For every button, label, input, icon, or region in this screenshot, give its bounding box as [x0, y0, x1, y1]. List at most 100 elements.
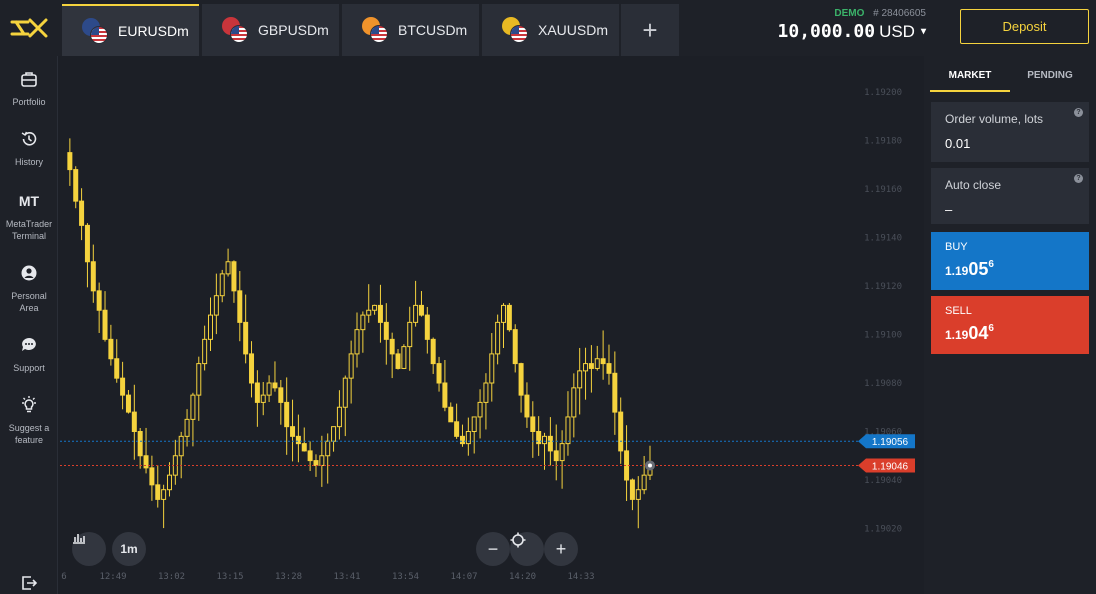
candle-body [143, 455, 149, 469]
briefcase-icon [18, 68, 40, 90]
x-tick-label: 13:41 [333, 572, 360, 582]
candle-body [114, 358, 120, 379]
sidebar-item-metatrader[interactable]: MT MetaTrader Terminal [0, 190, 58, 242]
candle-body [208, 314, 213, 340]
candle-body [401, 346, 407, 369]
candle-body [395, 353, 401, 369]
tab-xauusdm[interactable]: XAUUSDm [482, 4, 619, 56]
ask-price-label-bg [858, 434, 915, 449]
y-tick-label: 1.19100 [864, 331, 902, 341]
candle-body [565, 416, 571, 445]
help-icon[interactable]: ? [1074, 108, 1083, 117]
chevron-down-icon[interactable]: ▾ [920, 26, 926, 37]
tab-label: GBPUSDm [258, 22, 329, 38]
candle-body [301, 443, 307, 452]
tab-pending[interactable]: PENDING [1027, 70, 1073, 81]
candle-body [518, 363, 524, 396]
price-chart[interactable]: 1.19200 1.19180 1.19160 1.19140 1.19120 1.191… [60, 56, 920, 594]
recenter-button[interactable] [510, 532, 544, 566]
sell-button[interactable]: SELL 1.19046 [931, 296, 1089, 354]
candle-body [372, 304, 378, 311]
logout-icon [18, 572, 40, 594]
candle-body [542, 435, 548, 445]
candle-body [102, 309, 108, 340]
account-type-badge: DEMO [834, 8, 865, 19]
x-tick-label: 14:07 [450, 572, 477, 582]
tab-gbpusdm[interactable]: GBPUSDm [202, 4, 339, 56]
help-icon[interactable]: ? [1074, 174, 1083, 183]
x-tick-label: 13:02 [158, 572, 185, 582]
candle-body [213, 295, 219, 316]
auto-close-field[interactable]: Auto close – ? [931, 168, 1089, 224]
y-tick-label: 1.19160 [864, 185, 902, 195]
tab-eurusdm[interactable]: EURUSDm [62, 4, 199, 56]
candle-body [336, 406, 342, 428]
deposit-button[interactable]: Deposit [960, 9, 1089, 44]
top-bar: EURUSDm GBPUSDm BTCUSDm XAUUSDm + DEMO # 28… [0, 0, 1096, 56]
candle-body [454, 421, 460, 437]
tab-label: EURUSDm [118, 23, 189, 39]
candle-body [108, 338, 114, 360]
history-icon [18, 128, 40, 150]
btc-us-flag-icon [362, 17, 388, 43]
candle-body [243, 321, 249, 355]
candle-body [489, 353, 495, 384]
x-tick-label: 13:28 [275, 572, 302, 582]
chart-type-button[interactable] [72, 532, 106, 566]
zoom-in-button[interactable]: + [544, 532, 578, 566]
candle-body [483, 382, 489, 403]
candle-body [413, 304, 419, 323]
x-tick-label: 6 [61, 572, 66, 582]
candle-body [594, 358, 600, 369]
candle-body [577, 370, 583, 389]
candle-body [284, 401, 290, 428]
x-tick-label: 13:15 [216, 572, 243, 582]
timeframe-button[interactable]: 1m [112, 532, 146, 566]
sidebar-item-suggest-feature[interactable]: Suggest a feature [0, 394, 58, 446]
candle-body [254, 382, 260, 403]
x-tick-label: 14:20 [509, 572, 536, 582]
order-volume-value[interactable]: 0.01 [945, 136, 971, 151]
x-tick-label: 12:49 [99, 572, 126, 582]
y-tick-label: 1.19060 [864, 428, 902, 438]
buy-button[interactable]: BUY 1.19056 [931, 232, 1089, 290]
order-volume-field[interactable]: Order volume, lots 0.01 ? [931, 102, 1089, 162]
candle-body [266, 382, 272, 396]
sidebar-item-label: Personal Area [11, 291, 47, 313]
chart-canvas[interactable]: 1.19200 1.19180 1.19160 1.19140 1.19120 1.191… [60, 56, 920, 594]
zoom-out-button[interactable]: − [476, 532, 510, 566]
add-tab-button[interactable]: + [621, 4, 679, 56]
sidebar-item-personal-area[interactable]: Personal Area [0, 262, 58, 314]
account-currency: USD [879, 21, 915, 41]
sidebar-item-portfolio[interactable]: Portfolio [0, 68, 58, 108]
account-info[interactable]: DEMO # 28406605 10,000.00 USD ▾ [778, 8, 926, 42]
auto-close-value[interactable]: – [945, 202, 953, 217]
sidebar-item-history[interactable]: History [0, 128, 58, 168]
candle-body [512, 329, 518, 365]
y-tick-label: 1.19080 [864, 379, 902, 389]
candle-body [149, 467, 155, 486]
sidebar-item-support[interactable]: Support [0, 334, 58, 374]
candle-body [600, 358, 606, 365]
candle-body [155, 484, 161, 500]
candle-body [459, 435, 465, 445]
candle-body [278, 387, 284, 403]
lightbulb-icon [18, 394, 40, 416]
candle-body [553, 450, 559, 462]
candle-body [96, 290, 102, 311]
candle-body [137, 431, 143, 457]
tab-market[interactable]: MARKET [930, 66, 1010, 92]
candle-body [290, 426, 296, 437]
sidebar-item-label: History [14, 157, 43, 167]
logo-icon[interactable] [0, 0, 58, 56]
buy-price: 1.19056 [945, 259, 994, 279]
sidebar-item-label: Support [13, 363, 45, 373]
candle-body [219, 273, 225, 297]
candle-body [465, 431, 471, 445]
logout-button[interactable] [0, 572, 58, 594]
candle-body [354, 329, 360, 355]
candle-body [389, 338, 395, 355]
candle-body [536, 431, 542, 445]
x-tick-label: 14:33 [567, 572, 594, 582]
tab-btcusdm[interactable]: BTCUSDm [342, 4, 479, 56]
